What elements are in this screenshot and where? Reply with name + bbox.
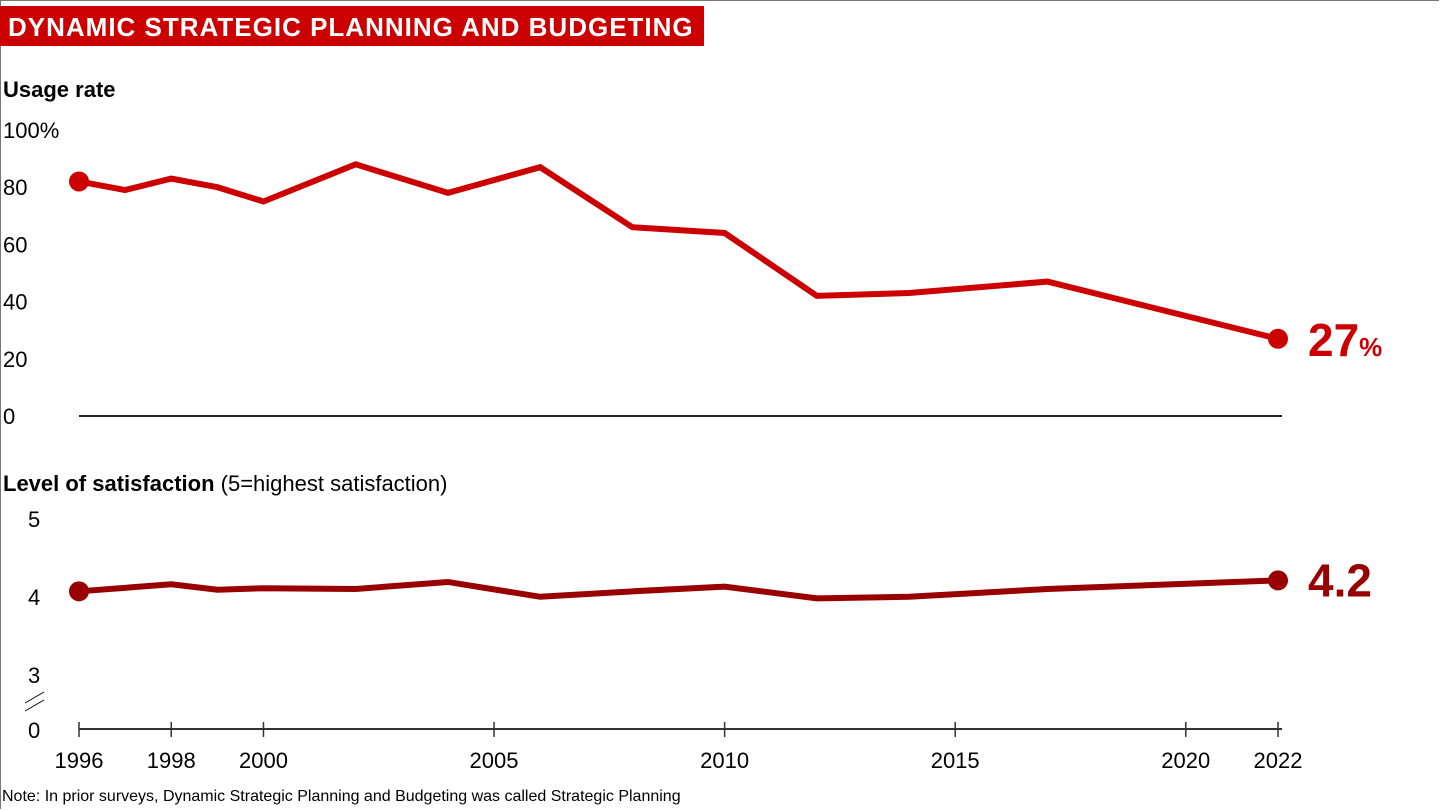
satisfaction-line — [78, 577, 1279, 602]
x-tick-label: 1998 — [147, 748, 196, 773]
satisfaction-end-label: 4.2 — [1308, 554, 1372, 606]
satisfaction-point — [69, 581, 89, 602]
usage-point — [1268, 328, 1288, 349]
x-tick-label: 2022 — [1254, 748, 1303, 773]
x-tick-label: 2020 — [1161, 748, 1210, 773]
x-tick-label: 2005 — [470, 748, 519, 773]
satisfaction-title: Level of satisfaction — [3, 471, 215, 496]
usage-end-value: 27 — [1308, 314, 1359, 366]
usage-line — [78, 161, 1279, 342]
x-tick-label: 2010 — [700, 748, 749, 773]
usage-ytick-label: 100% — [3, 118, 59, 143]
x-tick-label: 2000 — [239, 748, 288, 773]
usage-title: Usage rate — [3, 77, 116, 102]
satisfaction-subtitle: Level of satisfaction (5=highest satisfa… — [3, 471, 447, 497]
satisfaction-ytick-label: 5 — [28, 507, 40, 532]
usage-ytick-label: 20 — [3, 347, 27, 372]
axis-break-mark — [24, 691, 45, 704]
chart-title: DYNAMIC STRATEGIC PLANNING AND BUDGETING — [0, 6, 704, 46]
satisfaction-point — [1268, 570, 1288, 591]
satisfaction-ytick-label: 4 — [28, 585, 40, 610]
x-tick-label: 2015 — [931, 748, 980, 773]
x-tick-label: 1996 — [55, 748, 104, 773]
usage-end-label: 27% — [1308, 314, 1382, 366]
satisfaction-ytick-label: 0 — [28, 718, 40, 743]
usage-end-unit: % — [1359, 332, 1382, 362]
satisfaction-title-suffix: (5=highest satisfaction) — [220, 471, 448, 496]
usage-ytick-label: 60 — [3, 232, 27, 257]
usage-point — [69, 171, 89, 192]
usage-ytick-label: 0 — [3, 404, 15, 429]
satisfaction-ytick-label: 3 — [28, 663, 40, 688]
usage-ytick-label: 80 — [3, 175, 27, 200]
usage-ytick-label: 40 — [3, 290, 27, 315]
axis-break-mark — [24, 699, 45, 712]
usage-subtitle: Usage rate — [3, 77, 116, 103]
footnote: Note: In prior surveys, Dynamic Strategi… — [2, 788, 681, 805]
